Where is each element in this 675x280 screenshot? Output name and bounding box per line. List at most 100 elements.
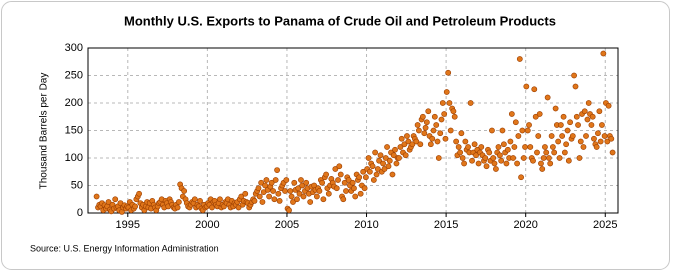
data-point	[540, 155, 547, 161]
plot-border	[87, 47, 619, 214]
data-point	[263, 177, 270, 183]
y-axis-label: Thousand Barrels per Day	[39, 73, 50, 190]
data-point	[300, 193, 307, 200]
data-point	[352, 193, 359, 200]
data-point	[580, 144, 587, 150]
data-point	[298, 177, 304, 183]
data-point	[384, 144, 390, 150]
data-point	[433, 122, 440, 128]
data-point	[441, 111, 448, 117]
data-point	[175, 199, 182, 205]
data-point	[595, 130, 601, 137]
data-point	[235, 204, 242, 211]
data-point	[450, 108, 457, 115]
data-point	[396, 155, 402, 161]
data-point	[593, 144, 600, 150]
data-point	[351, 185, 357, 192]
data-point	[483, 163, 490, 170]
data-point	[475, 160, 482, 167]
data-point	[581, 108, 588, 115]
data-point	[551, 149, 558, 156]
data-point	[567, 119, 573, 126]
data-point	[504, 146, 511, 153]
data-point	[461, 160, 467, 167]
data-point	[589, 113, 596, 120]
data-point	[283, 177, 290, 183]
x-tick-label: 2015	[434, 219, 458, 231]
data-point	[561, 149, 568, 156]
data-point	[316, 188, 323, 194]
data-point	[303, 179, 310, 186]
x-tick-label: 2010	[354, 219, 378, 231]
data-point	[493, 166, 499, 172]
x-tick-label: 2020	[513, 219, 537, 231]
data-point	[191, 196, 198, 203]
data-point	[401, 141, 408, 148]
x-tick-label: 2005	[275, 219, 299, 231]
data-point	[520, 155, 527, 161]
data-point	[601, 133, 608, 139]
x-tick-label: 2025	[593, 219, 617, 231]
data-point	[332, 166, 339, 172]
data-point	[516, 56, 523, 62]
data-point	[370, 177, 377, 183]
data-point	[349, 179, 356, 186]
data-point	[515, 133, 522, 139]
data-point	[209, 204, 215, 211]
data-point	[564, 127, 571, 134]
data-point	[435, 155, 442, 161]
data-point	[357, 190, 364, 197]
data-point	[442, 135, 449, 142]
data-point	[271, 196, 278, 203]
data-point	[439, 100, 446, 106]
data-point	[526, 122, 532, 128]
data-point	[524, 127, 531, 134]
data-point	[457, 149, 464, 156]
data-point	[259, 199, 266, 205]
data-point	[369, 163, 376, 170]
data-point	[489, 127, 495, 134]
data-point	[471, 141, 478, 148]
data-point	[443, 89, 450, 95]
x-tick-label: 2000	[195, 219, 219, 231]
data-point	[530, 157, 536, 164]
data-point	[550, 144, 556, 150]
data-point	[434, 138, 441, 145]
data-point	[495, 144, 502, 150]
data-point	[469, 157, 475, 164]
data-point	[287, 188, 294, 194]
data-point	[365, 155, 372, 161]
data-point	[539, 166, 546, 172]
data-point	[535, 133, 542, 139]
data-point	[453, 138, 460, 145]
y-tick-label: 100	[65, 152, 83, 164]
data-point	[345, 177, 352, 183]
data-point	[559, 133, 566, 139]
data-point	[255, 185, 262, 192]
data-point	[429, 135, 436, 142]
data-point	[465, 144, 471, 150]
data-point	[573, 113, 580, 120]
data-point	[548, 133, 555, 139]
data-point	[386, 157, 393, 164]
data-point	[307, 199, 314, 205]
data-point	[337, 171, 344, 178]
data-point	[531, 86, 538, 93]
data-point	[360, 168, 367, 175]
data-point	[251, 197, 258, 204]
data-point	[497, 152, 503, 159]
data-point	[547, 160, 554, 167]
data-point	[422, 124, 429, 131]
data-point	[588, 122, 595, 128]
data-point	[467, 100, 474, 106]
data-point	[565, 157, 572, 164]
data-point	[381, 166, 388, 172]
data-point	[571, 72, 577, 79]
data-point	[514, 160, 520, 167]
data-point	[105, 199, 112, 205]
data-point	[266, 193, 273, 200]
data-point	[605, 102, 612, 109]
data-point	[380, 160, 386, 167]
data-point	[585, 100, 592, 106]
data-point	[390, 152, 397, 159]
